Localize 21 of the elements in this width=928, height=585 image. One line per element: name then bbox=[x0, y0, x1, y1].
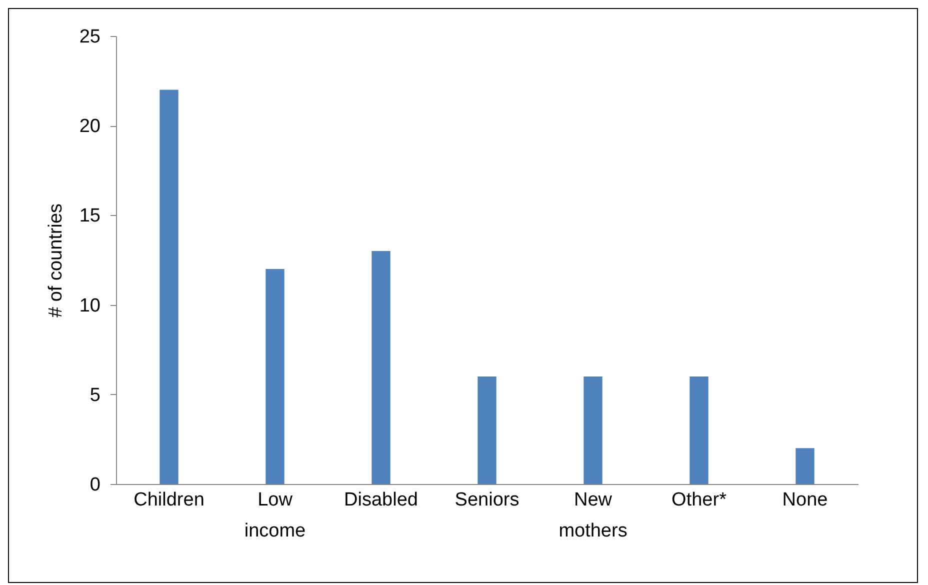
x-tick-label: Children bbox=[134, 490, 204, 510]
bar bbox=[478, 376, 496, 484]
x-tick-label: Other* bbox=[672, 490, 728, 510]
y-tick-label: 5 bbox=[90, 384, 100, 406]
y-axis-title: # of countries bbox=[45, 203, 66, 318]
x-tick-label: Disabled bbox=[344, 490, 418, 510]
bar bbox=[796, 448, 814, 484]
y-tick-label: 25 bbox=[79, 26, 100, 48]
y-tick-label: 0 bbox=[90, 474, 100, 496]
bar bbox=[690, 376, 708, 484]
y-tick-label: 20 bbox=[79, 116, 100, 138]
bar bbox=[266, 268, 284, 484]
x-tick-label: None bbox=[782, 490, 828, 510]
bar bbox=[160, 90, 178, 484]
y-tick-label: 15 bbox=[79, 206, 100, 227]
y-tick-label: 10 bbox=[79, 295, 100, 316]
bar bbox=[372, 251, 390, 484]
bar bbox=[584, 376, 602, 484]
x-tick-label: Seniors bbox=[454, 490, 520, 510]
x-tick-label: New mothers bbox=[558, 490, 628, 542]
x-tick-label: Low income bbox=[244, 490, 306, 542]
